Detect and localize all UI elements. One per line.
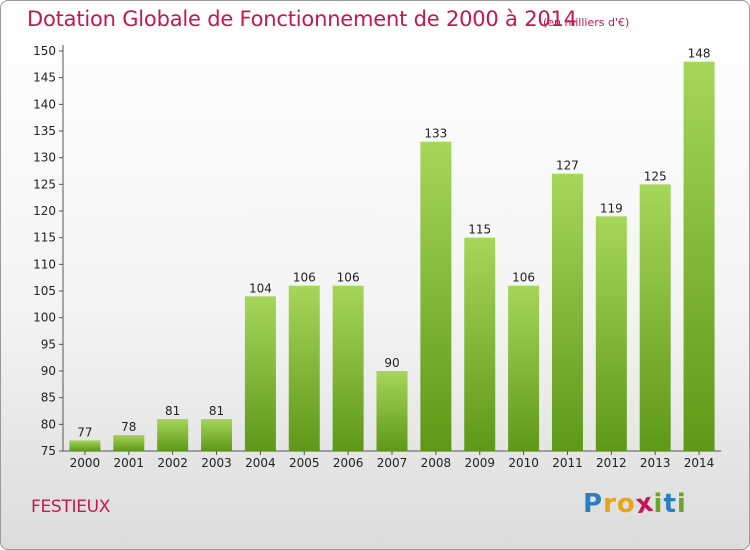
logo-letter: i xyxy=(676,489,687,519)
x-tick-label: 2000 xyxy=(70,456,101,470)
x-tick-label: 2009 xyxy=(464,456,495,470)
bar xyxy=(464,237,496,451)
x-tick-label: 2012 xyxy=(596,456,627,470)
x-tick-label: 2001 xyxy=(114,456,145,470)
value-labels: 77 78 81 81 104 106 106 90 133 115 106 127 119 125 148 xyxy=(77,47,710,440)
bar-value-label: 148 xyxy=(688,47,711,61)
bar xyxy=(332,285,364,451)
bar xyxy=(244,296,276,451)
y-tick-label: 95 xyxy=(41,337,56,351)
y-tick-label: 130 xyxy=(33,151,56,165)
y-tick-label: 90 xyxy=(41,364,56,378)
y-tick-label: 150 xyxy=(33,44,56,58)
bar-value-label: 133 xyxy=(424,127,447,141)
x-tick-label: 2002 xyxy=(157,456,188,470)
y-tick-label: 105 xyxy=(33,284,56,298)
x-tick-label: 2005 xyxy=(289,456,320,470)
y-tick-label: 110 xyxy=(33,257,56,271)
bar xyxy=(683,61,715,452)
logo-letter: t xyxy=(663,489,677,519)
bar-value-label: 106 xyxy=(337,271,360,285)
x-tick-label: 2011 xyxy=(552,456,583,470)
bar-value-label: 104 xyxy=(249,281,272,295)
y-tick-label: 125 xyxy=(33,177,56,191)
bar-value-label: 77 xyxy=(77,425,92,439)
y-tick-label: 120 xyxy=(33,204,56,218)
axes: 75 80 85 90 95 100 105 110 115 120 125 130 135 140 145… xyxy=(33,44,721,470)
commune-name: FESTIEUX xyxy=(31,497,111,517)
bars xyxy=(69,61,715,452)
x-tick-label: 2010 xyxy=(508,456,539,470)
bar-value-label: 106 xyxy=(512,271,535,285)
bar-value-label: 127 xyxy=(556,159,579,173)
bar xyxy=(201,419,233,451)
x-tick-label: 2008 xyxy=(421,456,452,470)
x-tick-label: 2004 xyxy=(245,456,276,470)
x-tick-label: 2006 xyxy=(333,456,364,470)
chart-subtitle: (en milliers d'€) xyxy=(543,16,630,29)
bar xyxy=(508,285,540,451)
bar-value-label: 90 xyxy=(384,356,399,370)
bar-value-label: 125 xyxy=(644,169,667,183)
x-tick-label: 2007 xyxy=(377,456,408,470)
bar xyxy=(157,419,189,451)
logo-letter: P xyxy=(583,489,604,519)
y-tick-label: 100 xyxy=(33,311,56,325)
bar xyxy=(288,285,320,451)
bar-value-label: 106 xyxy=(293,271,316,285)
logo-letter: o xyxy=(616,489,636,519)
bar xyxy=(551,173,583,451)
logo-letter: r xyxy=(603,489,617,519)
bar-value-label: 81 xyxy=(209,404,224,418)
y-tick-label: 145 xyxy=(33,71,56,85)
bar-value-label: 81 xyxy=(165,404,180,418)
y-tick-label: 85 xyxy=(41,391,56,405)
y-tick-label: 75 xyxy=(41,444,56,458)
bar-value-label: 78 xyxy=(121,420,136,434)
x-tick-label: 2013 xyxy=(640,456,671,470)
chart-title: Dotation Globale de Fonctionnement de 20… xyxy=(27,7,577,31)
bar xyxy=(595,216,627,451)
x-tick-label: 2014 xyxy=(684,456,715,470)
bar xyxy=(376,371,408,451)
y-tick-label: 80 xyxy=(41,417,56,431)
proxiti-logo: Proxiti xyxy=(583,488,687,521)
bar-value-label: 115 xyxy=(468,223,491,237)
y-tick-label: 135 xyxy=(33,124,56,138)
bar xyxy=(113,435,145,451)
bar xyxy=(420,141,452,451)
logo-letter: i xyxy=(653,489,664,519)
x-tick-label: 2003 xyxy=(201,456,232,470)
y-tick-label: 140 xyxy=(33,97,56,111)
bar xyxy=(639,184,671,452)
y-tick-label: 115 xyxy=(33,231,56,245)
bar-value-label: 119 xyxy=(600,201,623,215)
bar xyxy=(69,440,101,451)
